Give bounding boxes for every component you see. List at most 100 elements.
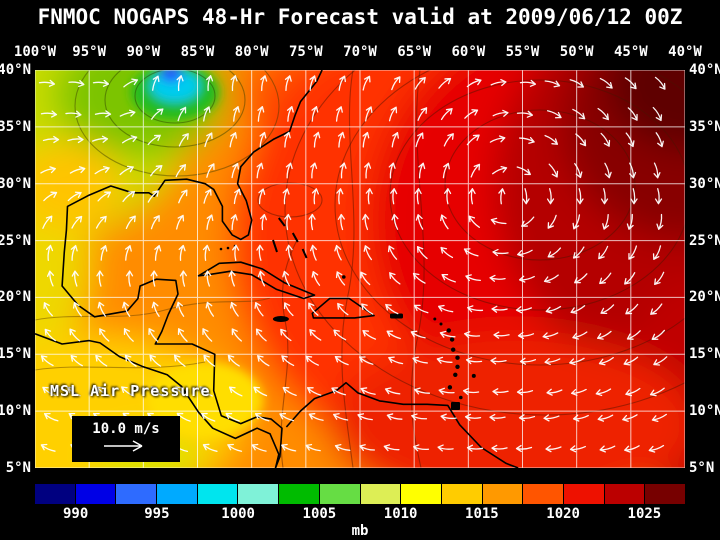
wind-vector-arrow bbox=[465, 274, 481, 282]
wind-vector-arrow bbox=[38, 79, 56, 87]
wind-vector-arrow bbox=[176, 301, 185, 317]
lat-tick-label: 40°N bbox=[689, 62, 720, 78]
pressure-field-map bbox=[35, 70, 685, 468]
wind-vector-arrow bbox=[203, 354, 216, 367]
lat-tick-label: 15°N bbox=[0, 346, 31, 363]
wind-vector-arrow bbox=[151, 108, 164, 120]
wind-vector-arrow bbox=[177, 106, 187, 122]
wind-vector-arrow bbox=[492, 165, 508, 175]
wind-vector-arrow bbox=[653, 162, 661, 179]
wind-vector-arrow bbox=[436, 356, 453, 364]
wind-vector-arrow bbox=[519, 357, 537, 365]
wind-vector-arrow bbox=[95, 215, 107, 229]
wind-vector-arrow bbox=[257, 355, 270, 367]
colorbar-tick-label: 1000 bbox=[221, 506, 255, 522]
wind-vector-arrow bbox=[522, 188, 530, 205]
lon-tick-label: 55°W bbox=[505, 44, 540, 60]
wind-vector-arrow bbox=[413, 304, 429, 314]
wind-vector-arrow bbox=[255, 328, 267, 342]
wind-vector-arrow bbox=[258, 188, 266, 205]
wind-vector-arrow bbox=[121, 386, 135, 397]
wind-vector-arrow bbox=[519, 79, 537, 87]
wind-vector-arrow bbox=[42, 135, 60, 144]
wind-vector-arrow bbox=[571, 388, 587, 396]
wind-vector-arrow bbox=[490, 217, 507, 225]
wind-vector-arrow bbox=[284, 75, 292, 92]
colorbar-units: mb bbox=[351, 523, 369, 539]
lon-tick-label: 45°W bbox=[613, 44, 648, 60]
wind-vector-arrow bbox=[652, 245, 662, 260]
wind-vector-arrow bbox=[365, 106, 373, 122]
wind-vector-arrow bbox=[545, 445, 562, 453]
wind-vector-arrow bbox=[311, 106, 319, 122]
wind-vector-arrow bbox=[231, 162, 239, 179]
wind-vector-arrow bbox=[572, 246, 585, 259]
lat-tick-label: 5°N bbox=[689, 460, 715, 476]
lon-tick-label: 60°W bbox=[451, 44, 486, 60]
wind-vector-arrow bbox=[233, 188, 241, 205]
wind-vector-arrow bbox=[413, 444, 430, 452]
lon-tick-label: 90°W bbox=[126, 44, 161, 60]
wind-scale-arrow-icon bbox=[104, 440, 143, 452]
wind-vector-arrow bbox=[308, 213, 316, 231]
wind-vector-arrow bbox=[150, 165, 163, 177]
wind-vector-arrow bbox=[122, 301, 131, 317]
coastlines bbox=[35, 70, 519, 468]
wind-vector-arrow bbox=[256, 162, 264, 179]
wind-vector-arrow bbox=[600, 188, 609, 205]
wind-vector-arrow bbox=[491, 305, 508, 313]
wind-vector-arrow bbox=[94, 110, 112, 118]
wind-vector-arrow bbox=[229, 132, 237, 148]
wind-vector-arrow bbox=[40, 166, 56, 174]
colorbar-segment bbox=[35, 484, 76, 504]
wind-vector-arrow bbox=[654, 188, 663, 205]
wind-vector-arrow bbox=[622, 414, 638, 422]
colorbar-segment bbox=[360, 484, 402, 504]
wind-vector-arrow bbox=[412, 356, 428, 364]
wind-vector-arrow bbox=[178, 244, 186, 261]
wind-vector-arrow bbox=[652, 106, 663, 122]
wind-vector-arrow bbox=[516, 110, 534, 118]
wind-vector-arrow bbox=[464, 413, 482, 421]
wind-vector-arrow bbox=[176, 75, 184, 92]
wind-vector-arrow bbox=[595, 388, 612, 397]
wind-vector-arrow bbox=[122, 135, 138, 144]
wind-vector-arrow bbox=[206, 163, 215, 178]
colorbar-segment bbox=[441, 484, 483, 504]
lat-tick-label: 5°N bbox=[5, 460, 31, 476]
wind-vector-arrow bbox=[546, 388, 563, 396]
colorbar-segment bbox=[279, 484, 320, 504]
lon-tick-label: 85°W bbox=[180, 44, 215, 60]
wind-vector-arrow bbox=[627, 107, 638, 121]
wind-vector-arrow bbox=[490, 357, 507, 365]
wind-vector-arrow bbox=[119, 109, 136, 117]
wind-vector-arrow bbox=[336, 188, 344, 205]
wind-vector-arrow bbox=[572, 214, 581, 230]
wind-vector-arrow bbox=[518, 275, 535, 283]
wind-vector-arrow bbox=[361, 303, 374, 315]
wind-vector-arrow bbox=[122, 190, 136, 203]
lon-tick-label: 95°W bbox=[72, 44, 107, 60]
wind-vector-arrow bbox=[650, 303, 663, 315]
wind-vector-arrow bbox=[654, 271, 665, 286]
wind-vector-arrow bbox=[492, 109, 509, 117]
wind-vector-arrow bbox=[569, 357, 585, 366]
wind-vector-arrow bbox=[362, 131, 370, 148]
wind-vector-arrow bbox=[412, 272, 426, 284]
wind-vector-arrow bbox=[515, 444, 533, 453]
wind-vector-arrow bbox=[625, 132, 635, 148]
wind-vector-arrow bbox=[391, 76, 401, 91]
wind-vector-arrow bbox=[201, 412, 216, 422]
wind-vector-arrow bbox=[655, 132, 664, 148]
wind-vector-arrow bbox=[362, 213, 370, 231]
wind-vector-arrow bbox=[441, 273, 456, 283]
grid-lines bbox=[35, 70, 685, 468]
wind-vector-arrow bbox=[333, 413, 349, 421]
wind-vector-arrow bbox=[125, 215, 136, 229]
wind-vector-arrow bbox=[491, 444, 508, 452]
wind-vector-arrow bbox=[600, 132, 611, 147]
wind-vector-arrow bbox=[99, 328, 110, 342]
wind-vector-arrow bbox=[260, 75, 268, 92]
wind-vector-arrow bbox=[599, 272, 612, 285]
lat-tick-label: 30°N bbox=[0, 175, 31, 192]
